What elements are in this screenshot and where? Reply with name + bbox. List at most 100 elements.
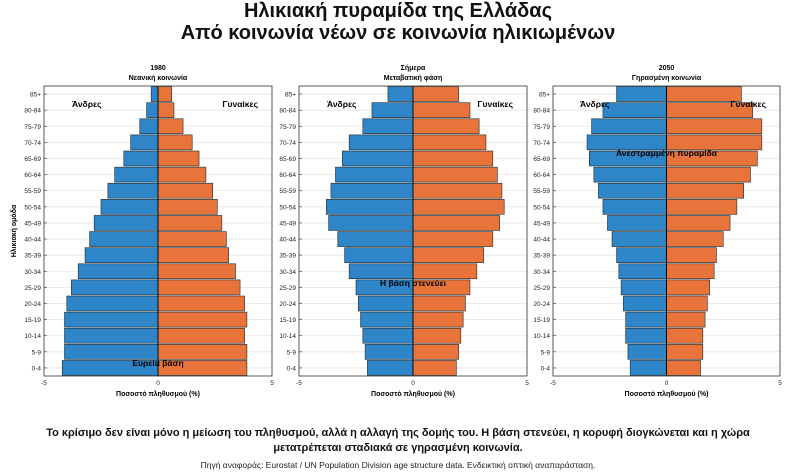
y-tick-label: 5-9 (32, 349, 42, 356)
bar-women (412, 247, 484, 263)
bar-women (412, 263, 478, 280)
bar-women (157, 311, 248, 328)
y-tick-label: 85+ (30, 92, 41, 99)
bar-men (371, 102, 414, 118)
panel-subtitle: Μεταβατική φάση (384, 75, 443, 82)
y-tick-label: 20-24 (279, 301, 296, 308)
bar-women (157, 327, 245, 344)
chart-annotation: Ευρεία βάση (132, 358, 183, 368)
bar-women (157, 263, 236, 280)
y-tick-label: 35-39 (24, 253, 41, 260)
bar-women (157, 279, 241, 296)
bar-men (330, 182, 414, 199)
bar-men (77, 263, 159, 280)
bar-women (412, 86, 459, 102)
y-tick-label: 25-29 (279, 285, 296, 292)
y-tick-label: 55-59 (279, 188, 296, 195)
bar-women (412, 150, 494, 167)
bar-men (593, 166, 667, 183)
y-tick-label: 70-74 (533, 140, 550, 147)
bar-men (598, 182, 667, 199)
bar-women (412, 344, 459, 360)
chart-title: Ηλικιακή πυραμίδα της Ελλάδας (243, 0, 552, 22)
y-tick-label: 45-49 (279, 220, 296, 227)
plot-frame (298, 85, 528, 377)
bar-men (344, 247, 414, 263)
bar-women (412, 134, 487, 151)
bar-men (629, 360, 667, 376)
y-tick-label: 25-29 (533, 285, 550, 292)
bar-women (412, 118, 480, 135)
bar-women (412, 360, 457, 376)
x-axis-label: Ποσοστό πληθυσμού (%) (371, 390, 455, 398)
y-tick-label: 50-54 (533, 204, 550, 211)
y-tick-label: 20-24 (24, 301, 41, 308)
bar-men (328, 215, 414, 231)
bar-men (342, 150, 414, 167)
bar-women (157, 134, 193, 151)
bar-men (130, 134, 159, 151)
bar-men (362, 118, 414, 135)
y-tick-label: 15-19 (279, 317, 296, 324)
bar-women (157, 102, 175, 118)
bar-men (360, 311, 414, 328)
bar-men (623, 295, 667, 312)
bar-men (150, 86, 159, 102)
y-tick-label: 80-84 (24, 108, 41, 115)
bar-women (666, 279, 710, 296)
x-tick-label: -5 (296, 380, 302, 387)
x-tick-label: 0 (156, 380, 160, 387)
bar-women (666, 182, 744, 199)
panel-title: Σήμερα (401, 65, 426, 72)
bar-men (348, 263, 414, 280)
y-tick-label: 45-49 (533, 220, 550, 227)
bar-men (627, 344, 667, 360)
bar-women (666, 327, 704, 344)
bar-men (618, 263, 667, 280)
bar-women (412, 102, 471, 118)
bar-women (412, 215, 500, 231)
bar-women (157, 231, 227, 247)
y-tick-label: 30-34 (279, 269, 296, 276)
bar-women (666, 231, 724, 247)
bar-men (100, 199, 159, 215)
plot-frame (43, 85, 273, 377)
y-tick-label: 40-44 (24, 237, 41, 244)
series-label-women: Γυναίκες (477, 99, 513, 109)
y-tick-label: 40-44 (533, 237, 550, 244)
y-tick-label: 65-69 (24, 156, 41, 163)
x-axis-label: Ποσοστό πληθυσμού (%) (625, 390, 709, 398)
bar-women (157, 182, 214, 199)
y-tick-label: 35-39 (279, 253, 296, 260)
x-tick-label: 5 (525, 380, 529, 387)
y-tick-label: 60-64 (24, 172, 41, 179)
y-tick-label: 50-54 (24, 204, 41, 211)
series-label-women: Γυναίκες (730, 99, 766, 109)
y-tick-label: 15-19 (24, 317, 41, 324)
bar-men (64, 327, 159, 344)
y-tick-label: 5-9 (287, 349, 297, 356)
bar-men (362, 327, 414, 344)
bar-women (666, 166, 751, 183)
chart-annotation: Η βάση στενεύει (380, 278, 447, 288)
y-tick-label: 60-64 (279, 172, 296, 179)
y-tick-label: 0-4 (541, 365, 551, 372)
y-tick-label: 80-84 (533, 108, 550, 115)
series-label-women: Γυναίκες (222, 99, 258, 109)
series-label-men: Άνδρες (580, 99, 610, 109)
y-tick-label: 10-14 (533, 333, 550, 340)
y-tick-label: 50-54 (279, 204, 296, 211)
bar-women (412, 327, 462, 344)
x-tick-label: -5 (41, 380, 47, 387)
bar-women (157, 295, 245, 312)
bar-men (84, 247, 159, 263)
bar-men (107, 182, 159, 199)
x-tick-label: -5 (550, 380, 556, 387)
y-tick-label: 70-74 (279, 140, 296, 147)
bar-women (157, 247, 229, 263)
y-tick-label: 0-4 (32, 365, 42, 372)
panel-subtitle: Νεανική κοινωνία (129, 75, 188, 82)
x-tick-label: 0 (411, 380, 415, 387)
bar-men (66, 295, 159, 312)
